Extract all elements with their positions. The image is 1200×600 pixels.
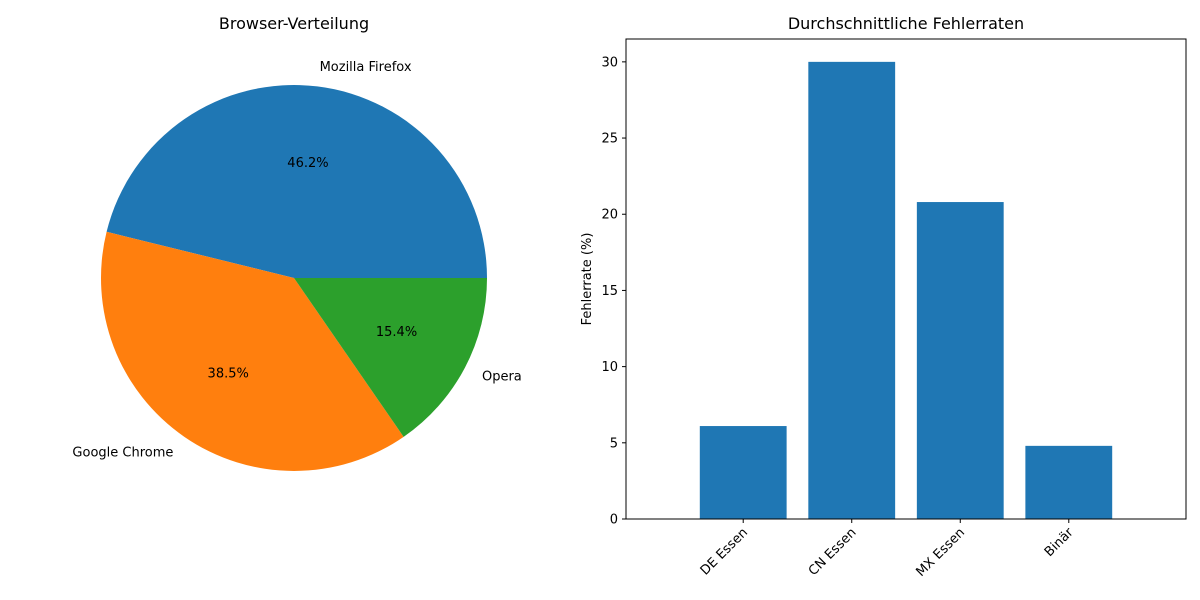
x-tick-label-3: Binär (1042, 525, 1077, 560)
y-tick-label-0: 0 (610, 513, 618, 528)
pie-slice-2 (294, 278, 487, 437)
y-axis-label: Fehlerrate (%) (580, 233, 595, 326)
pie-slice-0 (106, 85, 488, 278)
pie-title: Browser-Verteilung (219, 14, 369, 33)
pie-labels: Mozilla Firefox 46.2% Google Chrome 38.5% Op… (72, 60, 521, 460)
y-tick-label-1: 5 (610, 436, 618, 451)
bar-2 (916, 202, 1004, 520)
pie-chart: Browser-Verteilung Mozilla Firefox 46.2% G… (72, 14, 522, 471)
pie-slice-pct-0: 46.2% (287, 156, 328, 171)
pie-slices (101, 85, 488, 471)
y-tick-label-2: 10 (601, 360, 618, 375)
x-tick-label-0: DE Essen (698, 525, 751, 578)
pie-slice-pct-2: 15.4% (376, 325, 417, 340)
y-tick-label-5: 25 (601, 132, 618, 147)
y-tick-label-6: 30 (601, 55, 618, 70)
x-tick-label-2: MX Essen (913, 525, 968, 580)
pie-slice-label-2: Opera (482, 370, 522, 385)
bar-0 (699, 426, 787, 519)
bar-title: Durchschnittliche Fehlerraten (788, 14, 1024, 33)
y-tick-label-4: 20 (601, 208, 618, 223)
y-tick-label-3: 15 (601, 284, 618, 299)
bar-1 (808, 61, 896, 519)
pie-slice-1 (101, 231, 404, 471)
y-axis-ticks: 0 5 10 15 20 25 30 (601, 55, 626, 528)
x-axis-ticks: DE Essen CN Essen MX Essen Binär (698, 519, 1077, 580)
bar-bars (699, 61, 1113, 520)
pie-slice-label-1: Google Chrome (72, 446, 173, 461)
pie-slice-label-0: Mozilla Firefox (320, 60, 412, 75)
bar-3 (1025, 445, 1113, 519)
bar-chart: Durchschnittliche Fehlerraten 0 5 10 15 20 25… (580, 14, 1187, 580)
plot-frame (625, 38, 1187, 520)
pie-slice-pct-1: 38.5% (208, 366, 249, 381)
x-tick-label-1: CN Essen (806, 525, 860, 579)
